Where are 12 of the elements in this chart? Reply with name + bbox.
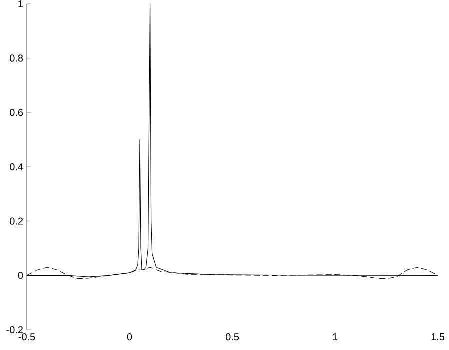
x-tick-label: 0.5: [226, 334, 240, 341]
y-tick-label: 1: [18, 0, 23, 8]
y-tick-label: 0.2: [10, 218, 23, 225]
y-tick-label: 0.4: [10, 163, 24, 171]
x-tick-label: -0.5: [18, 334, 36, 341]
x-tick-label: 1: [333, 334, 338, 340]
y-tick-label: 0.6: [10, 109, 24, 116]
y-tick-label: 0: [18, 272, 24, 280]
y-tick-label: 0.8: [10, 54, 24, 62]
y-tick-label: -0.2: [6, 326, 23, 334]
x-tick-label: 0: [127, 334, 132, 341]
x-tick-label: 1.5: [432, 334, 445, 340]
